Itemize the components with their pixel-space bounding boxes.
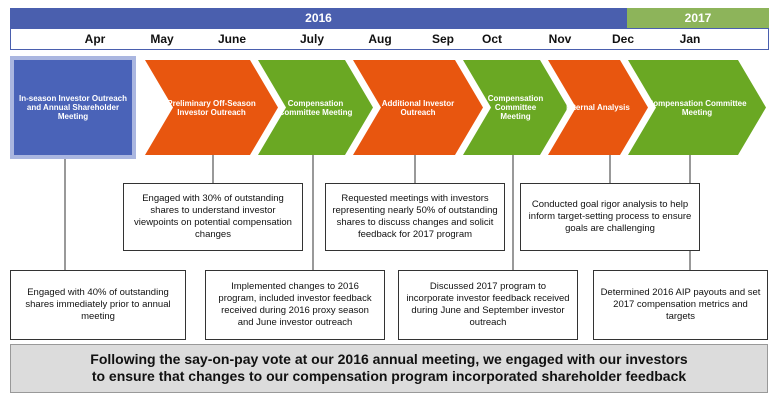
month-label: Apr	[84, 32, 106, 46]
stage-label: Additional Investor Outreach	[381, 98, 455, 117]
first-stage-label: In-season Investor Outreach and Annual S…	[18, 94, 128, 121]
month-label: Nov	[548, 32, 572, 46]
lower-note: Determined 2016 AIP payouts and set 2017…	[593, 270, 768, 340]
footer-line: to ensure that changes to our compensati…	[91, 368, 687, 384]
month-label: June	[217, 32, 246, 46]
month-label: Oct	[481, 32, 502, 46]
year-label: 2017	[684, 11, 712, 25]
upper-note: Conducted goal rigor analysis to help in…	[520, 183, 700, 251]
month-label: July	[299, 32, 324, 46]
chevrons	[145, 60, 766, 155]
stage-chevron	[628, 60, 766, 155]
stage-label: Compensation Committee Meeting	[647, 98, 747, 117]
month-label: Sep	[431, 32, 454, 46]
footer-banner	[10, 344, 768, 393]
month-label: Aug	[368, 32, 392, 46]
first-stage-box	[14, 60, 132, 155]
stage-label: Compensation Committee Meeting	[278, 98, 353, 117]
year-label: 2016	[305, 11, 332, 25]
month-label: Dec	[611, 32, 634, 46]
month-label: Jan	[679, 32, 701, 46]
stage-chevron	[145, 60, 278, 155]
stage-chevron	[353, 60, 483, 155]
lower-note: Implemented changes to 2016 program, inc…	[205, 270, 385, 340]
connectors	[64, 150, 691, 270]
year-bar-2017	[627, 8, 769, 28]
stage-label: Internal Analysis	[566, 103, 630, 112]
stage-chevron	[548, 60, 648, 155]
stage-label: Compensation Committee Meeting	[487, 94, 544, 121]
stage-label: Preliminary Off-Season Investor Outreach	[167, 98, 256, 117]
stage-chevron	[463, 60, 568, 155]
lower-note: Engaged with 40% of outstanding shares i…	[10, 270, 186, 340]
lower-note: Discussed 2017 program to incorporate in…	[398, 270, 578, 340]
month-label: May	[150, 32, 174, 46]
upper-note: Requested meetings with investors repres…	[325, 183, 505, 251]
year-bar-2016	[10, 8, 627, 28]
stage-chevron	[258, 60, 373, 155]
footer-line: Following the say-on-pay vote at our 201…	[90, 351, 688, 367]
upper-note: Engaged with 30% of outstanding shares t…	[123, 183, 303, 251]
